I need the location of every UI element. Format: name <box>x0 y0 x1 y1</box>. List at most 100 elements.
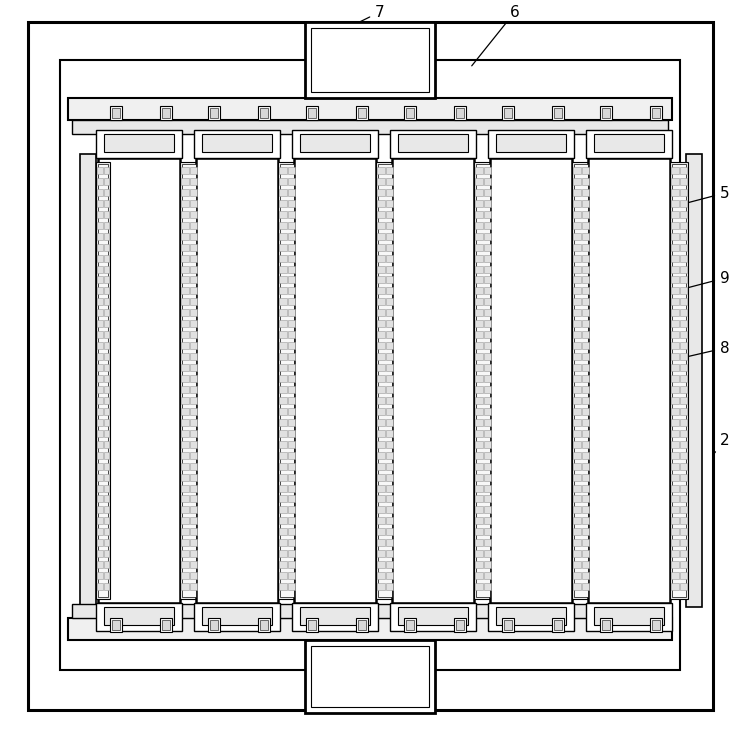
Bar <box>160 618 172 632</box>
Bar <box>377 353 385 360</box>
Bar <box>72 604 668 618</box>
Bar <box>104 551 109 557</box>
Bar <box>279 276 287 284</box>
Bar <box>573 473 581 481</box>
Bar <box>190 167 197 174</box>
Bar <box>97 233 103 240</box>
Bar <box>475 200 483 207</box>
Bar <box>573 265 581 273</box>
Bar <box>104 430 109 437</box>
Bar <box>288 397 295 404</box>
Bar <box>680 254 687 262</box>
Bar <box>573 528 581 535</box>
Bar <box>386 222 393 229</box>
Bar <box>582 265 589 273</box>
Bar <box>104 506 109 514</box>
Bar <box>582 506 589 514</box>
Bar <box>97 200 103 207</box>
Bar <box>671 441 679 448</box>
Bar <box>190 539 197 546</box>
Bar <box>288 408 295 415</box>
Bar <box>104 572 109 579</box>
Bar <box>377 473 385 481</box>
Bar <box>672 164 686 597</box>
Bar <box>181 517 189 524</box>
Bar <box>104 397 109 404</box>
Bar <box>104 211 109 218</box>
Bar <box>377 441 385 448</box>
Bar <box>104 309 109 316</box>
Bar <box>484 506 491 514</box>
Bar <box>484 528 491 535</box>
Bar <box>97 243 103 251</box>
Bar <box>181 572 189 579</box>
Bar <box>392 158 474 603</box>
Bar <box>104 364 109 371</box>
Bar <box>308 108 316 118</box>
Bar <box>377 167 385 174</box>
Bar <box>356 106 368 120</box>
Bar <box>484 397 491 404</box>
Bar <box>582 441 589 448</box>
Bar <box>97 320 103 327</box>
Bar <box>377 484 385 492</box>
Bar <box>181 583 189 590</box>
Bar <box>288 265 295 273</box>
Bar <box>279 452 287 459</box>
Bar <box>582 452 589 459</box>
Bar <box>190 276 197 284</box>
Bar <box>258 618 270 632</box>
Bar <box>97 473 103 481</box>
Bar <box>582 572 589 579</box>
Bar <box>97 539 103 546</box>
Bar <box>484 386 491 393</box>
Bar <box>680 211 687 218</box>
Bar <box>104 134 174 152</box>
Bar <box>279 178 287 185</box>
Bar <box>484 484 491 492</box>
Bar <box>112 620 120 630</box>
Bar <box>260 108 268 118</box>
Bar <box>573 167 581 174</box>
Bar <box>190 222 197 229</box>
Bar <box>475 386 483 393</box>
Bar <box>279 211 287 218</box>
Bar <box>181 561 189 568</box>
Bar <box>202 607 272 625</box>
Bar <box>97 430 103 437</box>
Bar <box>671 452 679 459</box>
Bar <box>488 130 574 158</box>
Bar <box>582 539 589 546</box>
Bar <box>279 572 287 579</box>
Text: 2: 2 <box>715 432 730 453</box>
Bar <box>104 583 109 590</box>
Bar <box>671 572 679 579</box>
Bar <box>475 320 483 327</box>
Bar <box>181 331 189 338</box>
Bar <box>475 243 483 251</box>
Bar <box>671 233 679 240</box>
Bar <box>680 233 687 240</box>
Bar <box>582 243 589 251</box>
Bar <box>386 561 393 568</box>
Bar <box>279 430 287 437</box>
Bar <box>582 178 589 185</box>
Bar <box>671 386 679 393</box>
Bar <box>190 551 197 557</box>
Bar <box>306 106 318 120</box>
Bar <box>475 495 483 503</box>
Bar <box>190 430 197 437</box>
Bar <box>279 353 287 360</box>
Bar <box>104 473 109 481</box>
Bar <box>181 430 189 437</box>
Bar <box>582 309 589 316</box>
Bar <box>305 640 435 713</box>
Bar <box>680 375 687 382</box>
Bar <box>386 462 393 470</box>
Bar <box>573 495 581 503</box>
Bar <box>671 189 679 196</box>
Bar <box>110 106 122 120</box>
Bar <box>181 178 189 185</box>
Bar <box>104 375 109 382</box>
Bar <box>80 154 96 607</box>
